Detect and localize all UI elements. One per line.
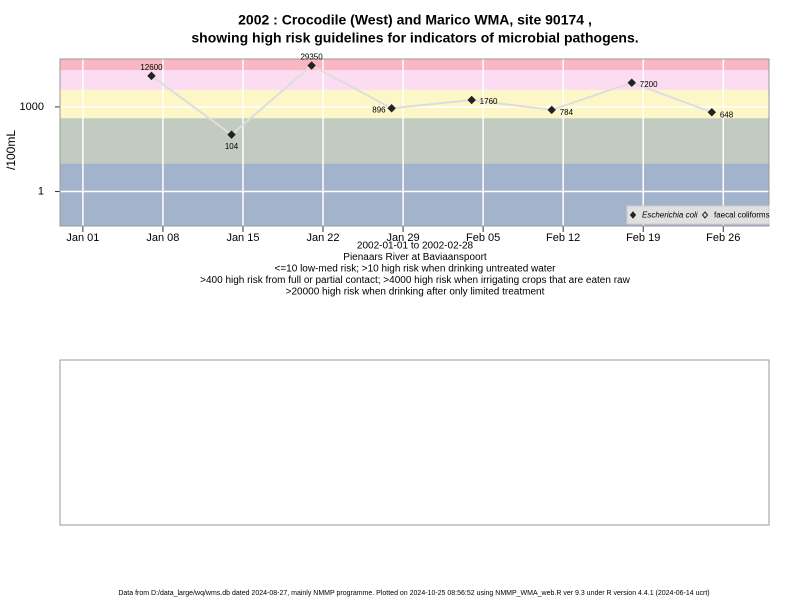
x-tick-label: Jan 22 [307, 232, 340, 244]
chart-title: 2002 : Crocodile (West) and Marico WMA, … [238, 12, 592, 28]
legend-box [626, 205, 770, 225]
data-point [387, 104, 396, 113]
data-point [147, 71, 156, 81]
x-tick-label: Feb 05 [466, 232, 500, 244]
x-axis-label: 2002-01-01 to 2002-02-28 [357, 241, 474, 252]
data-point [627, 78, 636, 87]
data-label: 29350 [300, 53, 323, 62]
risk-band [60, 118, 769, 164]
data-point [707, 108, 717, 117]
plot-frame [59, 58, 770, 227]
empty-panel [59, 359, 770, 526]
risk-band [60, 70, 769, 90]
x-tick-label: Jan 01 [66, 232, 99, 244]
x-tick-label: Jan 29 [387, 232, 420, 244]
data-label: 784 [560, 108, 574, 117]
x-tick-label: Feb 19 [626, 232, 660, 244]
chart-title: showing high risk guidelines for indicat… [191, 30, 638, 46]
x-axis-label: Pienaars River at Baviaanspoort [343, 252, 487, 263]
data-label: 1760 [480, 97, 498, 106]
y-axis-label: /100mL [4, 130, 18, 170]
legend-marker [629, 211, 637, 219]
x-axis-label: >20000 high risk when drinking after onl… [286, 287, 545, 298]
data-point [227, 130, 236, 139]
data-point [307, 61, 316, 70]
data-label: 896 [372, 105, 386, 114]
risk-band [60, 59, 769, 71]
x-tick-label: Jan 08 [146, 232, 179, 244]
y-tick-label: 1000 [20, 101, 44, 113]
x-tick-label: Feb 26 [706, 232, 740, 244]
data-point [467, 95, 476, 105]
legend-label: faecal coliforms [714, 211, 770, 220]
x-tick-label: Jan 15 [226, 232, 259, 244]
x-axis-label: <=10 low-med risk; >10 high risk when dr… [275, 264, 557, 275]
data-label: 104 [225, 142, 239, 151]
legend-label: Escherichia coli [642, 211, 698, 220]
data-label: 648 [720, 110, 734, 119]
series-line [150, 64, 713, 136]
data-label: 12600 [140, 63, 163, 72]
footer: Data from D:/data_large/wq/wms.db dated … [118, 590, 709, 597]
x-axis-label: >400 high risk from full or partial cont… [200, 275, 630, 286]
legend-marker [701, 211, 709, 219]
y-tick-label: 1 [38, 185, 44, 197]
data-point [547, 105, 556, 115]
data-label: 7200 [640, 80, 658, 89]
x-tick-label: Feb 12 [546, 232, 580, 244]
